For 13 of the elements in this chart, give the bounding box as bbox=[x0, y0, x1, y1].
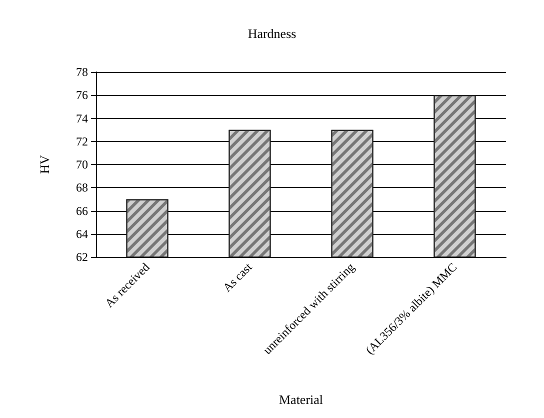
chart-title: Hardness bbox=[248, 26, 296, 41]
y-tick-label: 68 bbox=[76, 180, 88, 195]
y-tick-label: 62 bbox=[76, 250, 88, 264]
y-tick-label: 76 bbox=[76, 88, 88, 102]
x-tick-label: As cast bbox=[220, 260, 256, 295]
y-axis-title: HV bbox=[37, 154, 52, 174]
y-tick-label: 66 bbox=[76, 204, 88, 218]
y-tick-label: 70 bbox=[76, 158, 88, 172]
y-tick-label: 64 bbox=[76, 226, 88, 241]
x-axis-title: Material bbox=[278, 392, 324, 407]
y-tick-label: 72 bbox=[76, 134, 88, 148]
y-tick-label: 74 bbox=[76, 111, 88, 126]
y-tick-label: 78 bbox=[76, 65, 88, 79]
